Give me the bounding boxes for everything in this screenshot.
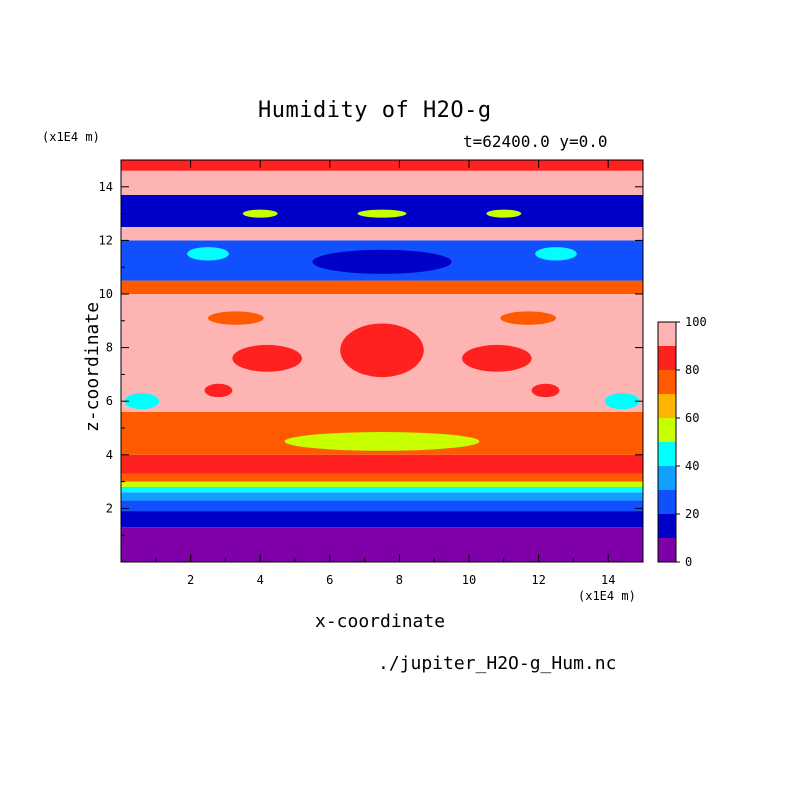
- heatmap-feature-1: [340, 323, 424, 378]
- colorbar-swatch-9: [658, 322, 676, 346]
- axes: 2 4 6 8 10 12 14 2 4 6 8 10 12 14: [99, 160, 643, 587]
- heatmap-layer-4: [121, 486, 643, 493]
- heatmap-feature-6: [204, 383, 233, 398]
- colorbar-tick-label-4: 80: [685, 363, 699, 377]
- x-axis-unit: (x1E4 m): [578, 589, 636, 603]
- y-tick-label-5: 12: [99, 233, 113, 247]
- y-tick-label-2: 6: [106, 394, 113, 408]
- colorbar-swatch-8: [658, 346, 676, 370]
- y-tick-label-6: 14: [99, 180, 113, 194]
- heatmap-layer-2: [121, 500, 643, 512]
- heatmap-feature-3: [462, 344, 532, 372]
- heatmap-layer-14: [121, 170, 643, 195]
- heatmap-feature-13: [242, 209, 278, 218]
- colorbar-tick-label-5: 100: [685, 315, 707, 329]
- colorbar-swatch-3: [658, 466, 676, 490]
- colorbar-swatch-6: [658, 394, 676, 418]
- colorbar-swatch-0: [658, 538, 676, 562]
- x-tick-label-2: 6: [326, 573, 333, 587]
- heatmap-layer-5: [121, 481, 643, 487]
- x-tick-label-1: 4: [257, 573, 264, 587]
- source-filename: ./jupiter_H2O-g_Hum.nc: [378, 653, 617, 674]
- x-tick-label-6: 14: [601, 573, 615, 587]
- heatmap-feature-10: [312, 249, 452, 274]
- colorbar-swatch-2: [658, 490, 676, 514]
- heatmap-layer-15: [121, 160, 643, 171]
- heatmap-layer-7: [121, 454, 643, 474]
- heatmap-layer-6: [121, 473, 643, 482]
- y-tick-label-4: 10: [99, 287, 113, 301]
- heatmap-feature-12: [535, 247, 577, 261]
- heatmap-layer-10: [121, 280, 643, 294]
- x-tick-label-4: 10: [462, 573, 476, 587]
- colorbar-tick-label-2: 40: [685, 459, 699, 473]
- y-tick-label-3: 8: [106, 341, 113, 355]
- colorbar-swatch-4: [658, 442, 676, 466]
- heatmap-layer-12: [121, 227, 643, 241]
- colorbar-swatch-5: [658, 418, 676, 442]
- heatmap-feature-2: [232, 344, 302, 372]
- colorbar-tick-label-3: 60: [685, 411, 699, 425]
- heatmap-feature-9: [604, 393, 640, 410]
- heatmap-feature-15: [486, 209, 522, 218]
- heatmap-feature-5: [500, 311, 556, 325]
- heatmap-feature-11: [187, 247, 229, 261]
- colorbar: 0 20 40 60 80 100: [657, 315, 707, 569]
- x-axis-label: x-coordinate: [315, 611, 446, 632]
- heatmap-layer-1: [121, 511, 643, 528]
- x-tick-label-5: 12: [531, 573, 545, 587]
- heatmap-feature-8: [124, 393, 160, 410]
- heatmap-feature-7: [531, 383, 560, 398]
- colorbar-swatch-7: [658, 370, 676, 394]
- heatmap-feature-14: [357, 209, 407, 218]
- plot-area: [121, 160, 643, 562]
- heatmap-layer-0: [121, 527, 643, 562]
- x-tick-label-3: 8: [396, 573, 403, 587]
- heatmap-feature-0: [284, 432, 480, 451]
- colorbar-tick-label-0: 0: [685, 555, 692, 569]
- y-axis-unit: (x1E4 m): [42, 130, 100, 144]
- chart-subtitle: t=62400.0 y=0.0: [463, 132, 608, 151]
- chart-title: Humidity of H2O-g: [258, 98, 492, 123]
- colorbar-tick-label-1: 20: [685, 507, 699, 521]
- y-tick-label-1: 4: [106, 448, 113, 462]
- plot-frame: [120, 159, 644, 563]
- heatmap-layer-3: [121, 492, 643, 501]
- heatmap-feature-4: [208, 311, 264, 325]
- y-tick-label-0: 2: [106, 501, 113, 515]
- x-tick-label-0: 2: [187, 573, 194, 587]
- colorbar-frame: [657, 321, 677, 563]
- colorbar-swatch-1: [658, 514, 676, 538]
